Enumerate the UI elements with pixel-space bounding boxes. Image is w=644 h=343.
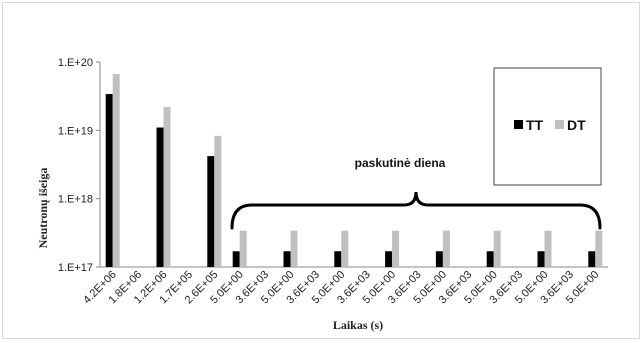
y-axis-title: Neutronų išeiga <box>36 168 50 249</box>
y-tick-label: 1.E+18 <box>58 194 93 206</box>
bar-dt <box>595 230 603 267</box>
x-axis: 4.2E+061.8E+061.2E+061.7E+052.6E+055.0E+… <box>81 266 608 306</box>
bar-tt <box>105 94 113 267</box>
y-axis: 1.E+17 1.E+18 1.E+19 1.E+20 <box>58 57 101 274</box>
bar-tt <box>588 251 596 267</box>
legend-label: TT <box>526 117 544 133</box>
legend: TT DT <box>493 67 602 186</box>
legend-swatch <box>514 120 523 129</box>
bar-dt <box>392 230 400 267</box>
bar-dt <box>341 230 349 267</box>
bar-dt <box>290 230 298 267</box>
bar-dt <box>442 230 450 267</box>
bar-tt <box>537 251 545 267</box>
bar-tt <box>207 156 215 267</box>
bar-tt <box>435 251 443 267</box>
bar-dt <box>493 230 501 267</box>
bar-dt <box>112 73 120 267</box>
x-axis-title: Laikas (s) <box>333 318 383 332</box>
bars <box>105 73 603 268</box>
bar-dt <box>544 230 552 267</box>
bar-tt <box>232 251 240 267</box>
y-tick-label: 1.E+20 <box>58 57 93 69</box>
annotation-label: paskutinė diena <box>355 156 446 170</box>
bar-tt <box>385 251 393 267</box>
y-tick-label: 1.E+19 <box>58 125 93 137</box>
legend-swatch <box>555 120 564 129</box>
legend-box <box>493 67 602 186</box>
bar-tt <box>334 251 342 267</box>
bar-tt <box>486 251 494 267</box>
bar-dt <box>214 135 222 267</box>
bar-tt <box>283 251 291 267</box>
legend-label: DT <box>567 117 586 133</box>
bar-tt <box>156 127 164 268</box>
bar-dt <box>239 230 247 267</box>
bar-dt <box>163 106 171 267</box>
y-tick-label: 1.E+17 <box>58 262 93 274</box>
annotation-brace <box>230 191 602 230</box>
